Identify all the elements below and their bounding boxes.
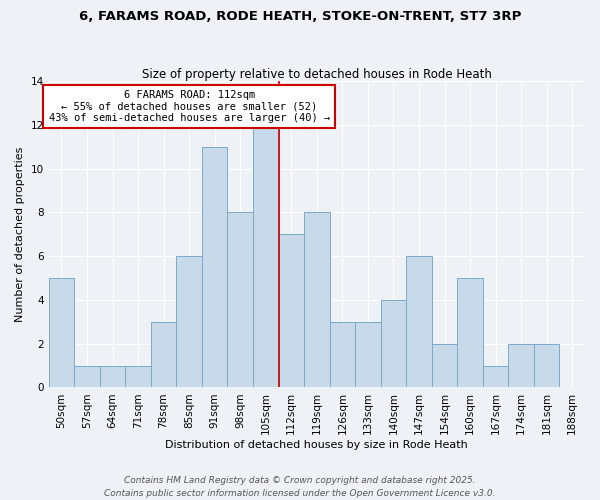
Bar xyxy=(457,278,483,388)
Title: Size of property relative to detached houses in Rode Heath: Size of property relative to detached ho… xyxy=(142,68,492,81)
Text: Contains HM Land Registry data © Crown copyright and database right 2025.
Contai: Contains HM Land Registry data © Crown c… xyxy=(104,476,496,498)
Bar xyxy=(483,366,508,388)
Bar xyxy=(355,322,380,388)
Bar xyxy=(508,344,534,388)
Bar xyxy=(202,146,227,388)
Bar xyxy=(329,322,355,388)
Bar xyxy=(380,300,406,388)
Bar xyxy=(49,278,74,388)
Bar xyxy=(278,234,304,388)
Bar xyxy=(304,212,329,388)
Bar xyxy=(151,322,176,388)
Bar xyxy=(100,366,125,388)
Bar xyxy=(432,344,457,388)
Text: 6 FARAMS ROAD: 112sqm
← 55% of detached houses are smaller (52)
43% of semi-deta: 6 FARAMS ROAD: 112sqm ← 55% of detached … xyxy=(49,90,330,123)
Y-axis label: Number of detached properties: Number of detached properties xyxy=(15,146,25,322)
Bar xyxy=(406,256,432,388)
Bar xyxy=(176,256,202,388)
Bar xyxy=(125,366,151,388)
Bar xyxy=(227,212,253,388)
Bar xyxy=(534,344,559,388)
Bar xyxy=(253,125,278,388)
Bar xyxy=(74,366,100,388)
X-axis label: Distribution of detached houses by size in Rode Heath: Distribution of detached houses by size … xyxy=(166,440,468,450)
Text: 6, FARAMS ROAD, RODE HEATH, STOKE-ON-TRENT, ST7 3RP: 6, FARAMS ROAD, RODE HEATH, STOKE-ON-TRE… xyxy=(79,10,521,23)
